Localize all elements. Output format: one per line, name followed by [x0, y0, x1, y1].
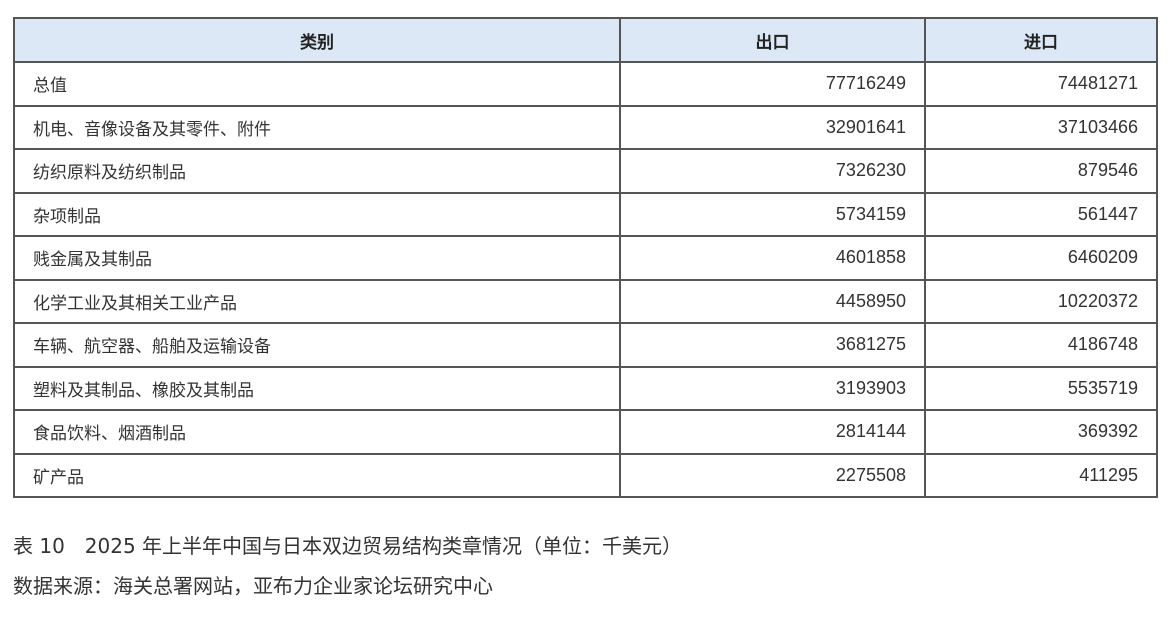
- table-row: 总值 77716249 74481271: [13, 61, 1158, 107]
- table-row: 贱金属及其制品 4601858 6460209: [13, 235, 1158, 281]
- cell-export: 4458950: [619, 278, 926, 324]
- cell-import: 6460209: [924, 235, 1158, 281]
- table-row: 机电、音像设备及其零件、附件 32901641 37103466: [13, 104, 1158, 150]
- table-header-row: 类别 出口 进口: [13, 17, 1158, 63]
- cell-category: 机电、音像设备及其零件、附件: [13, 104, 621, 150]
- cell-import: 10220372: [924, 278, 1158, 324]
- cell-export: 3193903: [619, 365, 926, 411]
- cell-import: 5535719: [924, 365, 1158, 411]
- cell-export: 5734159: [619, 191, 926, 237]
- cell-import: 879546: [924, 148, 1158, 194]
- table-row: 化学工业及其相关工业产品 4458950 10220372: [13, 278, 1158, 324]
- cell-category: 总值: [13, 61, 621, 107]
- table-row: 杂项制品 5734159 561447: [13, 191, 1158, 237]
- table-row: 车辆、航空器、船舶及运输设备 3681275 4186748: [13, 322, 1158, 368]
- cell-import: 4186748: [924, 322, 1158, 368]
- cell-export: 77716249: [619, 61, 926, 107]
- cell-import: 369392: [924, 409, 1158, 455]
- cell-category: 杂项制品: [13, 191, 621, 237]
- data-source: 数据来源：海关总署网站，亚布力企业家论坛研究中心: [13, 574, 493, 598]
- trade-structure-table: 类别 出口 进口 总值 77716249 74481271 机电、音像设备及其零件、附…: [13, 17, 1158, 498]
- cell-export: 32901641: [619, 104, 926, 150]
- header-import: 进口: [924, 17, 1158, 63]
- table-row: 食品饮料、烟酒制品 2814144 369392: [13, 409, 1158, 455]
- cell-category: 纺织原料及纺织制品: [13, 148, 621, 194]
- header-category: 类别: [13, 17, 621, 63]
- cell-category: 贱金属及其制品: [13, 235, 621, 281]
- table-row: 纺织原料及纺织制品 7326230 879546: [13, 148, 1158, 194]
- cell-export: 2814144: [619, 409, 926, 455]
- cell-category: 化学工业及其相关工业产品: [13, 278, 621, 324]
- cell-import: 74481271: [924, 61, 1158, 107]
- cell-import: 411295: [924, 452, 1158, 498]
- header-export: 出口: [619, 17, 926, 63]
- cell-export: 3681275: [619, 322, 926, 368]
- cell-import: 37103466: [924, 104, 1158, 150]
- table-row: 塑料及其制品、橡胶及其制品 3193903 5535719: [13, 365, 1158, 411]
- table-caption: 表 10 2025 年上半年中国与日本双边贸易结构类章情况（单位：千美元）: [13, 534, 683, 558]
- cell-export: 7326230: [619, 148, 926, 194]
- cell-category: 车辆、航空器、船舶及运输设备: [13, 322, 621, 368]
- cell-category: 食品饮料、烟酒制品: [13, 409, 621, 455]
- cell-import: 561447: [924, 191, 1158, 237]
- cell-category: 矿产品: [13, 452, 621, 498]
- cell-export: 4601858: [619, 235, 926, 281]
- cell-export: 2275508: [619, 452, 926, 498]
- cell-category: 塑料及其制品、橡胶及其制品: [13, 365, 621, 411]
- table-row: 矿产品 2275508 411295: [13, 452, 1158, 498]
